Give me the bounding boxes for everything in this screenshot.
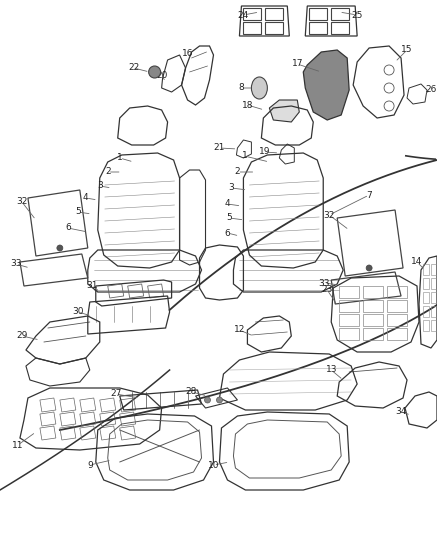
- Text: 18: 18: [242, 101, 253, 109]
- Text: 24: 24: [238, 11, 249, 20]
- Text: 12: 12: [234, 326, 245, 335]
- Bar: [339, 286, 359, 298]
- Text: 25: 25: [351, 11, 363, 20]
- Bar: [431, 264, 437, 275]
- Text: 27: 27: [110, 390, 121, 399]
- Text: 19: 19: [258, 148, 270, 157]
- Text: 14: 14: [411, 257, 423, 266]
- Text: 21: 21: [214, 143, 225, 152]
- Text: 4: 4: [225, 199, 230, 208]
- Text: 3: 3: [229, 183, 234, 192]
- Text: 29: 29: [16, 332, 28, 341]
- Text: 28: 28: [186, 387, 197, 397]
- Bar: [423, 320, 429, 331]
- Bar: [244, 22, 261, 34]
- Bar: [309, 8, 327, 20]
- Bar: [309, 22, 327, 34]
- Text: 13: 13: [325, 366, 337, 375]
- Bar: [423, 292, 429, 303]
- Bar: [363, 286, 383, 298]
- Text: 6: 6: [225, 229, 230, 238]
- Text: 32: 32: [16, 198, 28, 206]
- Bar: [265, 8, 283, 20]
- Bar: [363, 314, 383, 326]
- Bar: [339, 314, 359, 326]
- Bar: [363, 328, 383, 340]
- Bar: [387, 328, 407, 340]
- Polygon shape: [303, 50, 349, 120]
- Text: 23: 23: [321, 286, 333, 295]
- Text: 7: 7: [366, 190, 372, 199]
- Text: 22: 22: [128, 63, 139, 72]
- Circle shape: [57, 245, 63, 251]
- Text: 9: 9: [87, 461, 93, 470]
- Bar: [387, 314, 407, 326]
- Text: 5: 5: [75, 207, 81, 216]
- Text: 17: 17: [292, 60, 303, 69]
- Bar: [244, 8, 261, 20]
- Text: 30: 30: [72, 308, 84, 317]
- Text: 33: 33: [318, 279, 330, 287]
- Text: 26: 26: [425, 85, 437, 94]
- Text: 6: 6: [65, 223, 71, 232]
- Bar: [387, 286, 407, 298]
- Bar: [431, 292, 437, 303]
- Polygon shape: [269, 100, 299, 122]
- Circle shape: [205, 397, 211, 403]
- Text: 1: 1: [241, 151, 247, 160]
- Bar: [363, 300, 383, 312]
- Text: 16: 16: [182, 49, 193, 58]
- Bar: [431, 278, 437, 289]
- Bar: [423, 264, 429, 275]
- Text: 31: 31: [86, 280, 98, 289]
- Bar: [431, 306, 437, 317]
- Text: 2: 2: [235, 167, 240, 176]
- Text: 2: 2: [105, 167, 110, 176]
- Bar: [431, 320, 437, 331]
- Bar: [331, 22, 349, 34]
- Bar: [423, 306, 429, 317]
- Text: 11: 11: [12, 440, 24, 449]
- Text: 10: 10: [208, 461, 219, 470]
- Text: 33: 33: [10, 260, 22, 269]
- Ellipse shape: [251, 77, 267, 99]
- Text: 8: 8: [239, 84, 244, 93]
- Circle shape: [216, 397, 223, 403]
- Bar: [339, 300, 359, 312]
- Bar: [331, 8, 349, 20]
- Circle shape: [148, 66, 161, 78]
- Text: 4: 4: [83, 193, 88, 203]
- Circle shape: [366, 265, 372, 271]
- Bar: [339, 328, 359, 340]
- Text: 3: 3: [97, 182, 102, 190]
- Text: 15: 15: [401, 45, 413, 54]
- Bar: [423, 278, 429, 289]
- Text: 1: 1: [117, 154, 123, 163]
- Bar: [265, 22, 283, 34]
- Text: 5: 5: [226, 214, 232, 222]
- Text: 34: 34: [396, 408, 407, 416]
- Text: 32: 32: [324, 211, 335, 220]
- Bar: [387, 300, 407, 312]
- Text: 20: 20: [156, 70, 167, 79]
